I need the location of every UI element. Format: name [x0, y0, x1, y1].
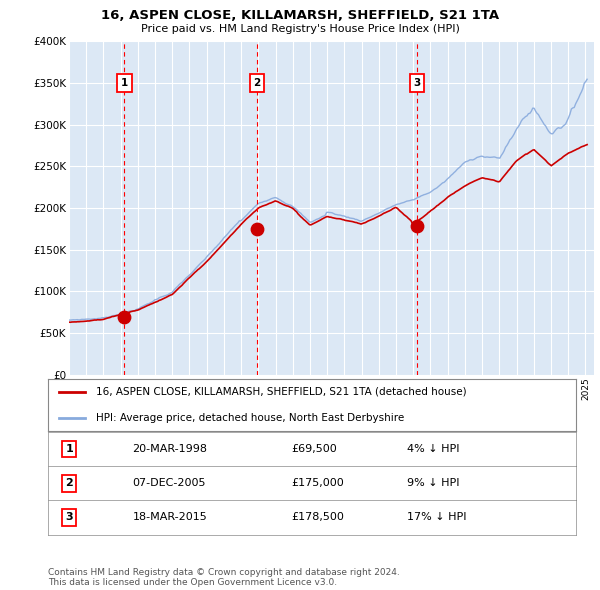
- Text: 1: 1: [65, 444, 73, 454]
- Text: 1: 1: [121, 78, 128, 88]
- Text: £175,000: £175,000: [291, 478, 344, 488]
- Point: [253, 224, 262, 234]
- Text: 2: 2: [65, 478, 73, 488]
- Text: 16, ASPEN CLOSE, KILLAMARSH, SHEFFIELD, S21 1TA (detached house): 16, ASPEN CLOSE, KILLAMARSH, SHEFFIELD, …: [95, 387, 466, 396]
- Text: 17% ↓ HPI: 17% ↓ HPI: [407, 513, 467, 522]
- Text: 07-DEC-2005: 07-DEC-2005: [133, 478, 206, 488]
- Text: £178,500: £178,500: [291, 513, 344, 522]
- Text: 3: 3: [413, 78, 421, 88]
- Point: [119, 312, 129, 322]
- Text: 4% ↓ HPI: 4% ↓ HPI: [407, 444, 460, 454]
- Text: 20-MAR-1998: 20-MAR-1998: [133, 444, 208, 454]
- Point: [412, 221, 422, 231]
- Text: Price paid vs. HM Land Registry's House Price Index (HPI): Price paid vs. HM Land Registry's House …: [140, 24, 460, 34]
- Text: Contains HM Land Registry data © Crown copyright and database right 2024.
This d: Contains HM Land Registry data © Crown c…: [48, 568, 400, 587]
- Text: 16, ASPEN CLOSE, KILLAMARSH, SHEFFIELD, S21 1TA: 16, ASPEN CLOSE, KILLAMARSH, SHEFFIELD, …: [101, 9, 499, 22]
- Text: 3: 3: [65, 513, 73, 522]
- Text: HPI: Average price, detached house, North East Derbyshire: HPI: Average price, detached house, Nort…: [95, 413, 404, 422]
- Text: £69,500: £69,500: [291, 444, 337, 454]
- Text: 2: 2: [254, 78, 261, 88]
- Text: 18-MAR-2015: 18-MAR-2015: [133, 513, 207, 522]
- Text: 9% ↓ HPI: 9% ↓ HPI: [407, 478, 460, 488]
